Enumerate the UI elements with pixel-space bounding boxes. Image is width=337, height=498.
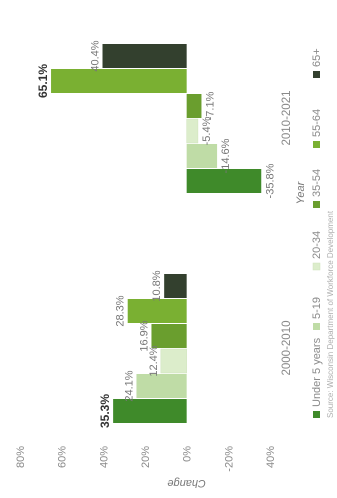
bar xyxy=(102,44,187,68)
bar xyxy=(186,144,218,168)
data-label: 24.1% xyxy=(123,370,135,401)
y-tick-label: 40% xyxy=(265,446,277,468)
data-label: -35.8% xyxy=(264,163,276,198)
y-tick-label: 40% xyxy=(98,446,110,468)
y-tick-label: 0% xyxy=(182,446,194,462)
data-label: 40.4% xyxy=(90,40,102,71)
legend-label: 65+ xyxy=(311,48,323,67)
legend-swatch xyxy=(313,411,320,418)
bar xyxy=(186,94,202,118)
data-label: 12.4% xyxy=(148,345,160,376)
bar xyxy=(160,348,187,374)
x-category-label: 2010-2021 xyxy=(281,91,293,146)
y-tick-label: 80% xyxy=(15,446,27,468)
data-label: 28.3% xyxy=(115,295,127,326)
legend-label: 5-19 xyxy=(311,297,323,319)
legend-label: 35-54 xyxy=(311,169,323,197)
bar xyxy=(127,299,187,323)
data-label: -5.4% xyxy=(201,116,213,145)
legend-label: 20-34 xyxy=(311,231,323,259)
legend-swatch xyxy=(313,201,320,208)
data-label: -7.1% xyxy=(204,91,216,120)
y-tick-label: 60% xyxy=(57,446,69,468)
x-axis-title: Year xyxy=(295,180,307,204)
data-label: 35.3% xyxy=(98,394,112,428)
y-axis-title: Change xyxy=(167,477,206,489)
legend-label: 55-64 xyxy=(311,109,323,137)
x-category-label: 2000-2010 xyxy=(281,321,293,376)
y-tick-label: 20% xyxy=(140,446,152,468)
bar xyxy=(113,399,187,423)
bar xyxy=(136,374,187,398)
data-label: 16.9% xyxy=(138,320,150,351)
y-tick-label: -20% xyxy=(223,446,235,472)
bar xyxy=(151,324,187,348)
legend-swatch xyxy=(312,262,321,271)
legend-swatch xyxy=(313,141,320,148)
legend-label: Under 5 years xyxy=(311,337,323,407)
data-label: 65.1% xyxy=(36,64,50,98)
bar xyxy=(186,169,262,193)
bar xyxy=(51,69,187,93)
legend-swatch xyxy=(313,323,320,330)
bar xyxy=(186,118,199,144)
bar xyxy=(164,274,187,298)
data-label: -14.6% xyxy=(220,138,232,173)
source-note: Source: Wisconsin Department of Workforc… xyxy=(326,210,335,418)
data-label: 10.8% xyxy=(151,270,163,301)
legend-swatch xyxy=(313,71,320,78)
